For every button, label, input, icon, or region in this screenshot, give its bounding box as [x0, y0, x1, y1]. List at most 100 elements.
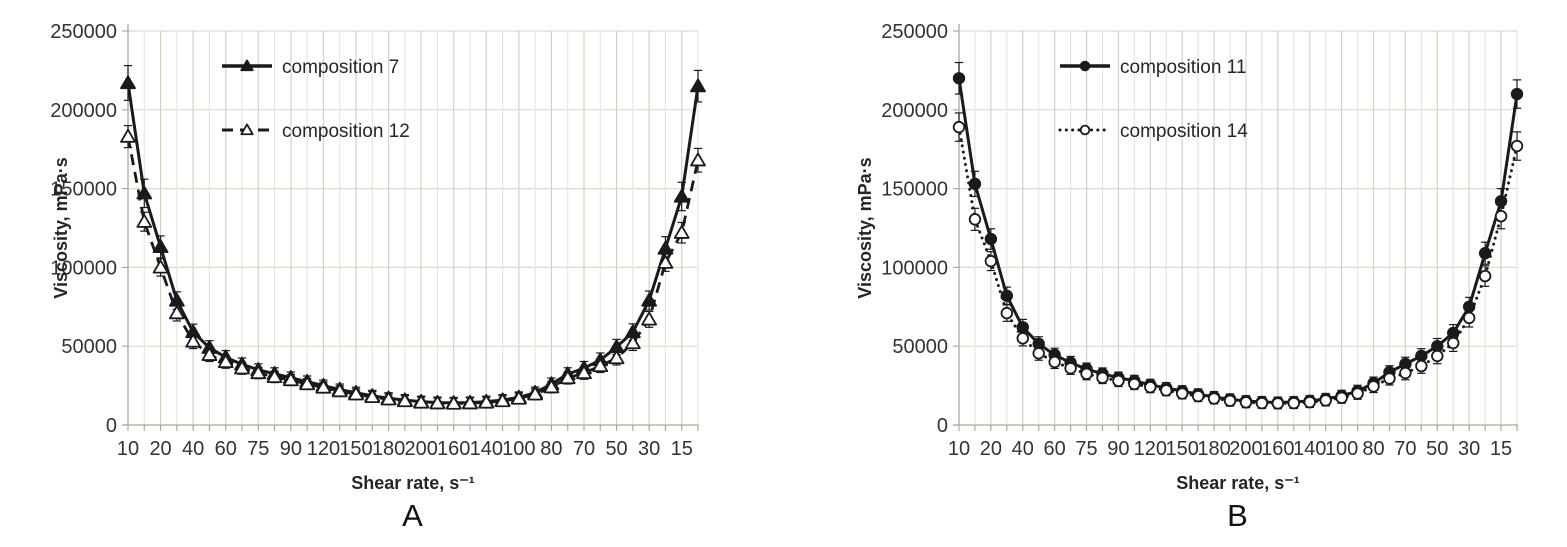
x-tick-label: 200	[404, 438, 437, 460]
open-circle-marker	[1255, 396, 1269, 410]
open-triangle-marker	[559, 370, 576, 385]
open-circle-marker	[1271, 397, 1285, 410]
open-circle-marker	[1462, 311, 1476, 325]
series-markers-composition-12	[120, 128, 706, 410]
x-tick-label: 30	[638, 438, 660, 460]
x-tick-label: 140	[1293, 438, 1326, 460]
open-triangle-marker	[657, 254, 674, 269]
x-tick-label: 15	[671, 438, 693, 460]
open-circle-marker	[1447, 336, 1460, 350]
y-tick-label: 50000	[61, 336, 117, 358]
open-triangle-marker	[120, 128, 136, 143]
open-circle-marker	[1351, 387, 1364, 400]
open-triangle-marker	[690, 152, 706, 167]
legend-label: composition 12	[282, 121, 410, 142]
open-circle-marker	[1080, 367, 1093, 380]
error-bars-composition-14	[954, 112, 1522, 410]
x-tick-label: 150	[1166, 438, 1199, 460]
open-circle-marker	[1319, 394, 1332, 407]
x-tick-label: 180	[372, 438, 405, 460]
x-tick-label: 160	[1261, 438, 1294, 460]
open-triangle-marker	[266, 369, 283, 384]
y-axis-title: Viscosity, mPa·s	[51, 157, 71, 298]
open-circle-marker	[1415, 359, 1428, 373]
open-circle-marker	[1096, 371, 1109, 384]
open-triangle-marker	[413, 394, 430, 409]
open-triangle-marker	[478, 394, 495, 409]
filled-triangle-marker	[136, 185, 153, 200]
x-tick-label: 100	[502, 438, 535, 460]
legend: composition 7 composition 12	[222, 57, 410, 142]
open-circle-marker	[1478, 269, 1492, 283]
y-tick-label: 0	[937, 415, 948, 437]
open-triangle-marker	[364, 389, 381, 404]
open-triangle-marker	[608, 350, 625, 365]
legend-label: composition 7	[282, 57, 399, 78]
x-tick-label: 15	[1490, 438, 1512, 460]
open-triangle-marker	[282, 372, 299, 387]
legend-entry-composition-7: composition 7	[222, 57, 399, 78]
open-triangle-marker	[331, 383, 348, 398]
filled-circle-marker	[1000, 289, 1014, 302]
filled-circle-marker	[1478, 247, 1492, 260]
x-tick-label: 50	[1426, 438, 1448, 460]
filled-circle-marker	[984, 232, 998, 246]
y-tick-label: 250000	[881, 21, 948, 43]
series-line-composition-14	[957, 125, 1519, 405]
x-tick-label: 60	[1044, 438, 1066, 460]
y-axis-title: Viscosity, mPa·s	[855, 157, 875, 298]
legend-open-circle-marker	[1079, 124, 1091, 136]
x-tick-label: 40	[182, 438, 204, 460]
open-triangle-marker	[380, 391, 397, 406]
open-triangle-marker	[299, 376, 316, 391]
open-triangle-marker	[624, 335, 641, 350]
x-tick-label: 180	[1197, 438, 1230, 460]
chart-a-block: 0 50000 100000 150000 200000 250000 10 20 40 60 75…	[0, 0, 783, 547]
x-tick-label: 70	[1394, 438, 1416, 460]
y-tick-label: 200000	[881, 100, 948, 122]
filled-circle-marker	[1415, 349, 1428, 363]
open-triangle-marker	[315, 379, 332, 394]
x-tick-label: 10	[117, 438, 139, 460]
x-tick-label: 80	[1362, 438, 1384, 460]
chart-b-caption: B	[1227, 498, 1249, 533]
axes	[953, 24, 1518, 431]
open-circle-marker	[1064, 362, 1077, 375]
filled-circle-marker	[1510, 87, 1524, 101]
y-tick-label: 250000	[50, 21, 117, 43]
series-markers-composition-14	[952, 120, 1524, 410]
x-axis-title: Shear rate, s⁻¹	[351, 473, 475, 493]
legend-filled-triangle-marker	[240, 59, 254, 72]
open-circle-marker	[1494, 209, 1508, 223]
x-tick-label: 150	[339, 438, 372, 460]
filled-triangle-marker	[690, 78, 706, 93]
x-tick-label: 30	[1458, 438, 1480, 460]
open-circle-marker	[1016, 332, 1029, 345]
open-circle-marker	[1144, 380, 1157, 394]
filled-circle-marker	[1447, 326, 1460, 340]
open-circle-marker	[1223, 394, 1237, 407]
axes	[122, 24, 699, 431]
open-triangle-marker	[510, 390, 527, 405]
open-triangle-marker	[217, 354, 234, 369]
chart-a-caption: A	[402, 498, 424, 533]
open-circle-marker	[1191, 389, 1205, 403]
x-tick-label: 40	[1012, 438, 1034, 460]
open-circle-marker	[1160, 384, 1173, 397]
open-triangle-marker	[396, 393, 413, 408]
axis-labels: 0 50000 100000 150000 200000 250000 10 20 40 60 75…	[50, 21, 693, 493]
x-tick-label: 90	[1107, 438, 1129, 460]
open-triangle-marker	[543, 379, 560, 394]
chart-a-canvas: 0 50000 100000 150000 200000 250000 10 20 40 60 75…	[50, 21, 706, 493]
open-triangle-marker	[152, 259, 169, 274]
y-tick-label: 0	[106, 415, 117, 437]
open-triangle-marker	[185, 333, 202, 348]
legend-entry-composition-14: composition 14	[1058, 121, 1248, 142]
open-triangle-marker	[250, 365, 267, 380]
open-circle-marker	[1128, 377, 1141, 391]
filled-circle-marker	[1494, 195, 1508, 208]
filled-triangle-marker	[673, 188, 690, 203]
filled-triangle-marker	[152, 239, 169, 254]
open-circle-marker	[1399, 366, 1412, 380]
